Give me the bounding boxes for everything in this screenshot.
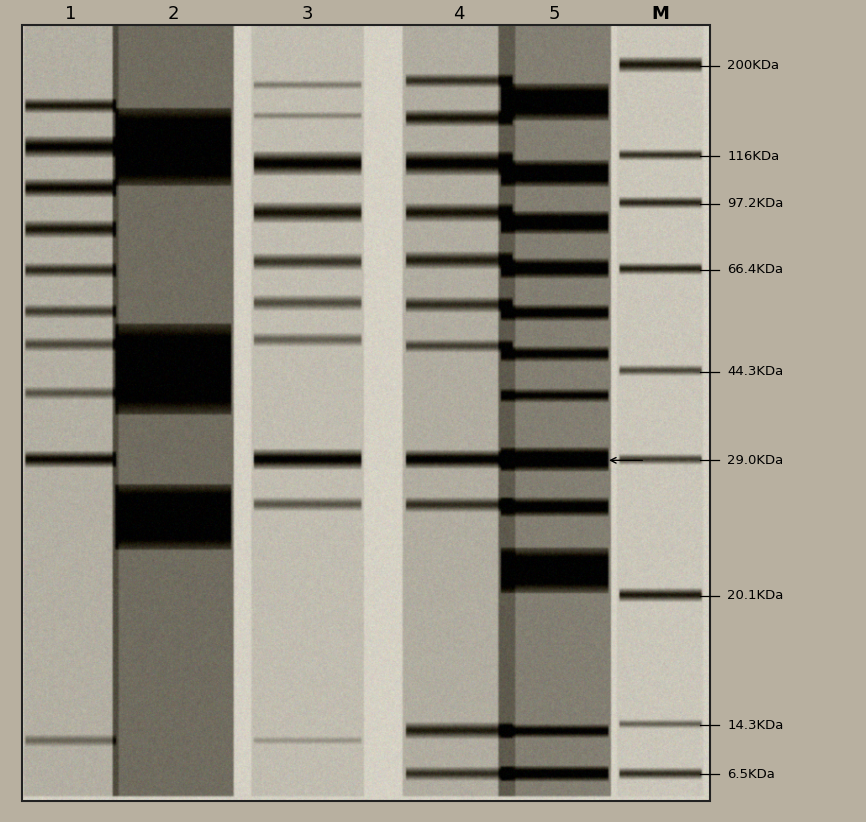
Text: 14.3KDa: 14.3KDa (727, 718, 784, 732)
Text: 3: 3 (301, 5, 313, 23)
Text: 20.1KDa: 20.1KDa (727, 589, 784, 603)
Text: 6.5KDa: 6.5KDa (727, 768, 775, 781)
Text: 5: 5 (548, 5, 560, 23)
Text: 66.4KDa: 66.4KDa (727, 263, 784, 276)
Bar (22, 25, 710, 801)
Text: 29.0KDa: 29.0KDa (727, 454, 784, 467)
Text: 2: 2 (167, 5, 179, 23)
Text: 44.3KDa: 44.3KDa (727, 365, 784, 378)
Text: 200KDa: 200KDa (727, 59, 779, 72)
Text: 1: 1 (65, 5, 77, 23)
Text: M: M (651, 5, 669, 23)
Text: 97.2KDa: 97.2KDa (727, 197, 784, 210)
Text: 4: 4 (453, 5, 465, 23)
Text: 116KDa: 116KDa (727, 150, 779, 163)
